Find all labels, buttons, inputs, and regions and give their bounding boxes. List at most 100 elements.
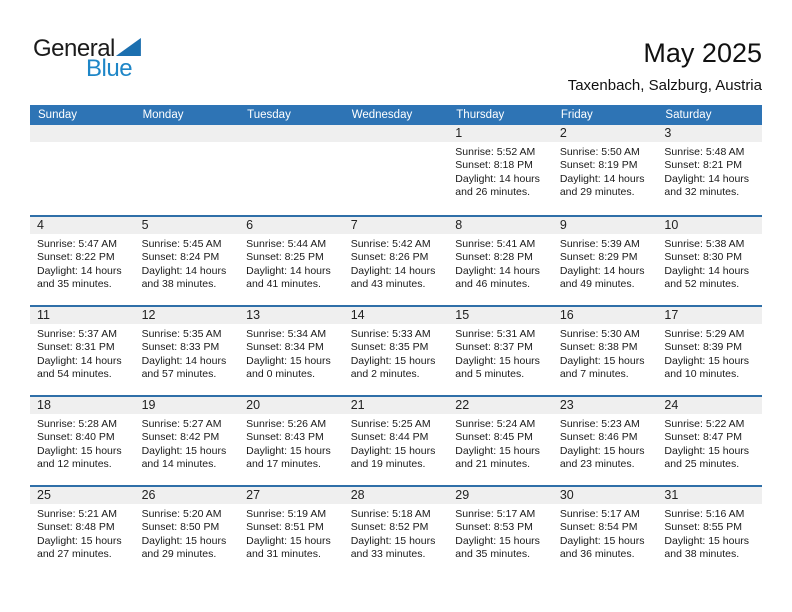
day-cell-24: 24 Sunrise: 5:22 AM Sunset: 8:47 PM Dayligh… [657,397,762,485]
date-number: 29 [448,487,553,504]
day-cell-14: 14 Sunrise: 5:33 AM Sunset: 8:35 PM Dayligh… [343,307,449,395]
sun-info: Sunrise: 5:17 AM Sunset: 8:53 PM Daylight:… [448,504,553,562]
sun-info-line: and 26 minutes. [455,186,530,199]
sun-info: Sunrise: 5:21 AM Sunset: 8:48 PM Daylight:… [30,504,135,562]
sun-info-line: Daylight: 14 hours [455,264,540,277]
day-cell-20: 20 Sunrise: 5:26 AM Sunset: 8:43 PM Dayligh… [239,397,344,485]
sun-info-line: Daylight: 14 hours [455,172,540,185]
sun-info-line: Daylight: 14 hours [664,264,750,277]
logo-text-blue: Blue [86,55,133,82]
sun-info-line: Sunrise: 5:16 AM [664,508,745,520]
sun-info-line: Sunrise: 5:44 AM [246,238,327,250]
sun-info-line: Daylight: 15 hours [455,354,540,367]
sun-info-line: Sunset: 8:34 PM [246,341,324,354]
day-header-row: Sunday Monday Tuesday Wednesday Thursday Frid… [30,105,762,125]
sun-info-line: and 35 minutes. [37,278,112,291]
week-row: 25 Sunrise: 5:21 AM Sunset: 8:48 PM Dayligh… [30,485,762,575]
sun-info: Sunrise: 5:34 AM Sunset: 8:34 PM Daylight:… [239,324,344,382]
sun-info-line: Daylight: 15 hours [37,444,122,457]
day-cell-2: 2 Sunrise: 5:50 AM Sunset: 8:19 PM Daylight… [552,125,658,215]
sun-info-line: Sunset: 8:31 PM [37,341,115,354]
sun-info: Sunrise: 5:33 AM Sunset: 8:35 PM Daylight:… [344,324,449,382]
sun-info: Sunrise: 5:44 AM Sunset: 8:25 PM Daylight:… [239,234,344,292]
sun-info-line: Sunrise: 5:30 AM [559,328,640,340]
date-number [343,125,449,142]
sun-info: Sunrise: 5:30 AM Sunset: 8:38 PM Daylight:… [553,324,658,382]
day-cell-30: 30 Sunrise: 5:17 AM Sunset: 8:54 PM Dayligh… [552,487,658,575]
day-cell-empty [343,125,449,215]
sun-info: Sunrise: 5:27 AM Sunset: 8:42 PM Daylight:… [135,414,240,472]
date-number: 24 [657,397,762,414]
sun-info: Sunrise: 5:22 AM Sunset: 8:47 PM Daylight:… [657,414,762,472]
sun-info-line: and 21 minutes. [455,458,530,471]
sun-info: Sunrise: 5:52 AM Sunset: 8:18 PM Daylight:… [448,142,553,200]
sun-info-line: and 29 minutes. [559,186,635,199]
sun-info-line: Sunrise: 5:45 AM [141,238,222,250]
sun-info-line: Sunrise: 5:20 AM [141,508,222,520]
sun-info-line: Daylight: 14 hours [37,354,122,367]
day-cell-23: 23 Sunrise: 5:23 AM Sunset: 8:46 PM Dayligh… [552,397,658,485]
date-number: 31 [657,487,762,504]
date-number: 12 [134,307,240,324]
sun-info-line: Sunrise: 5:26 AM [246,418,327,430]
sun-info: Sunrise: 5:31 AM Sunset: 8:37 PM Daylight:… [448,324,553,382]
sun-info-line: Daylight: 15 hours [664,354,750,367]
sun-info: Sunrise: 5:48 AM Sunset: 8:21 PM Daylight:… [657,142,762,200]
day-cell-28: 28 Sunrise: 5:18 AM Sunset: 8:52 PM Dayligh… [343,487,449,575]
day-cell-7: 7 Sunrise: 5:42 AM Sunset: 8:26 PM Daylight… [343,217,449,305]
date-number: 30 [552,487,658,504]
calendar-weeks: 1 Sunrise: 5:52 AM Sunset: 8:18 PM Daylight… [30,125,762,575]
date-number: 17 [657,307,762,324]
sun-info-line: Sunset: 8:28 PM [455,251,533,264]
day-cell-15: 15 Sunrise: 5:31 AM Sunset: 8:37 PM Dayligh… [448,307,553,395]
sun-info-line: Sunset: 8:46 PM [559,431,638,444]
sun-info-line: and 25 minutes. [664,458,740,471]
sun-info-line: and 12 minutes. [37,458,112,471]
day-cell-8: 8 Sunrise: 5:41 AM Sunset: 8:28 PM Daylight… [448,217,553,305]
date-number: 6 [239,217,344,234]
sun-info-line: Sunrise: 5:29 AM [664,328,745,340]
sun-info-line: Sunset: 8:22 PM [37,251,115,264]
sun-info-line: Sunset: 8:43 PM [246,431,324,444]
sun-info-line: Sunrise: 5:38 AM [664,238,745,250]
sun-info-line: Sunrise: 5:52 AM [455,146,536,158]
date-number: 25 [30,487,135,504]
sun-info-line: Sunrise: 5:25 AM [350,418,431,430]
sun-info-line: Sunrise: 5:17 AM [455,508,536,520]
day-header-friday: Friday [560,109,593,121]
day-cell-17: 17 Sunrise: 5:29 AM Sunset: 8:39 PM Dayligh… [657,307,762,395]
sun-info-line: Sunset: 8:51 PM [246,521,324,534]
sun-info-line: and 52 minutes. [664,278,740,291]
date-number: 23 [552,397,658,414]
sun-info: Sunrise: 5:38 AM Sunset: 8:30 PM Daylight:… [657,234,762,292]
sun-info-line: Daylight: 15 hours [246,534,331,547]
sun-info-line: Sunrise: 5:50 AM [559,146,640,158]
sun-info-line: Sunset: 8:24 PM [141,251,220,264]
day-cell-1: 1 Sunrise: 5:52 AM Sunset: 8:18 PM Daylight… [448,125,553,215]
sun-info-line: and 57 minutes. [141,368,217,381]
date-number: 19 [134,397,240,414]
sun-info: Sunrise: 5:25 AM Sunset: 8:44 PM Daylight:… [344,414,449,472]
sun-info-line: Daylight: 15 hours [350,444,436,457]
date-number: 22 [448,397,553,414]
sun-info-line: and 32 minutes. [664,186,740,199]
sun-info-line: Sunrise: 5:18 AM [350,508,431,520]
sun-info-line: Daylight: 15 hours [559,354,645,367]
logo-text-general: General [33,35,115,62]
date-number: 4 [30,217,135,234]
sun-info-line: Sunset: 8:48 PM [37,521,115,534]
sun-info [344,142,449,146]
day-cell-22: 22 Sunrise: 5:24 AM Sunset: 8:45 PM Dayligh… [448,397,553,485]
sun-info-line: Daylight: 15 hours [350,354,436,367]
date-number: 8 [448,217,553,234]
sun-info-line: Daylight: 15 hours [664,444,750,457]
date-number: 11 [30,307,135,324]
day-cell-empty [30,125,135,215]
sun-info-line: and 33 minutes. [350,548,426,561]
sun-info-line: Sunset: 8:45 PM [455,431,533,444]
date-number: 9 [552,217,658,234]
day-cell-9: 9 Sunrise: 5:39 AM Sunset: 8:29 PM Daylight… [552,217,658,305]
sun-info-line: Daylight: 15 hours [246,444,331,457]
sun-info-line: Sunrise: 5:33 AM [350,328,431,340]
